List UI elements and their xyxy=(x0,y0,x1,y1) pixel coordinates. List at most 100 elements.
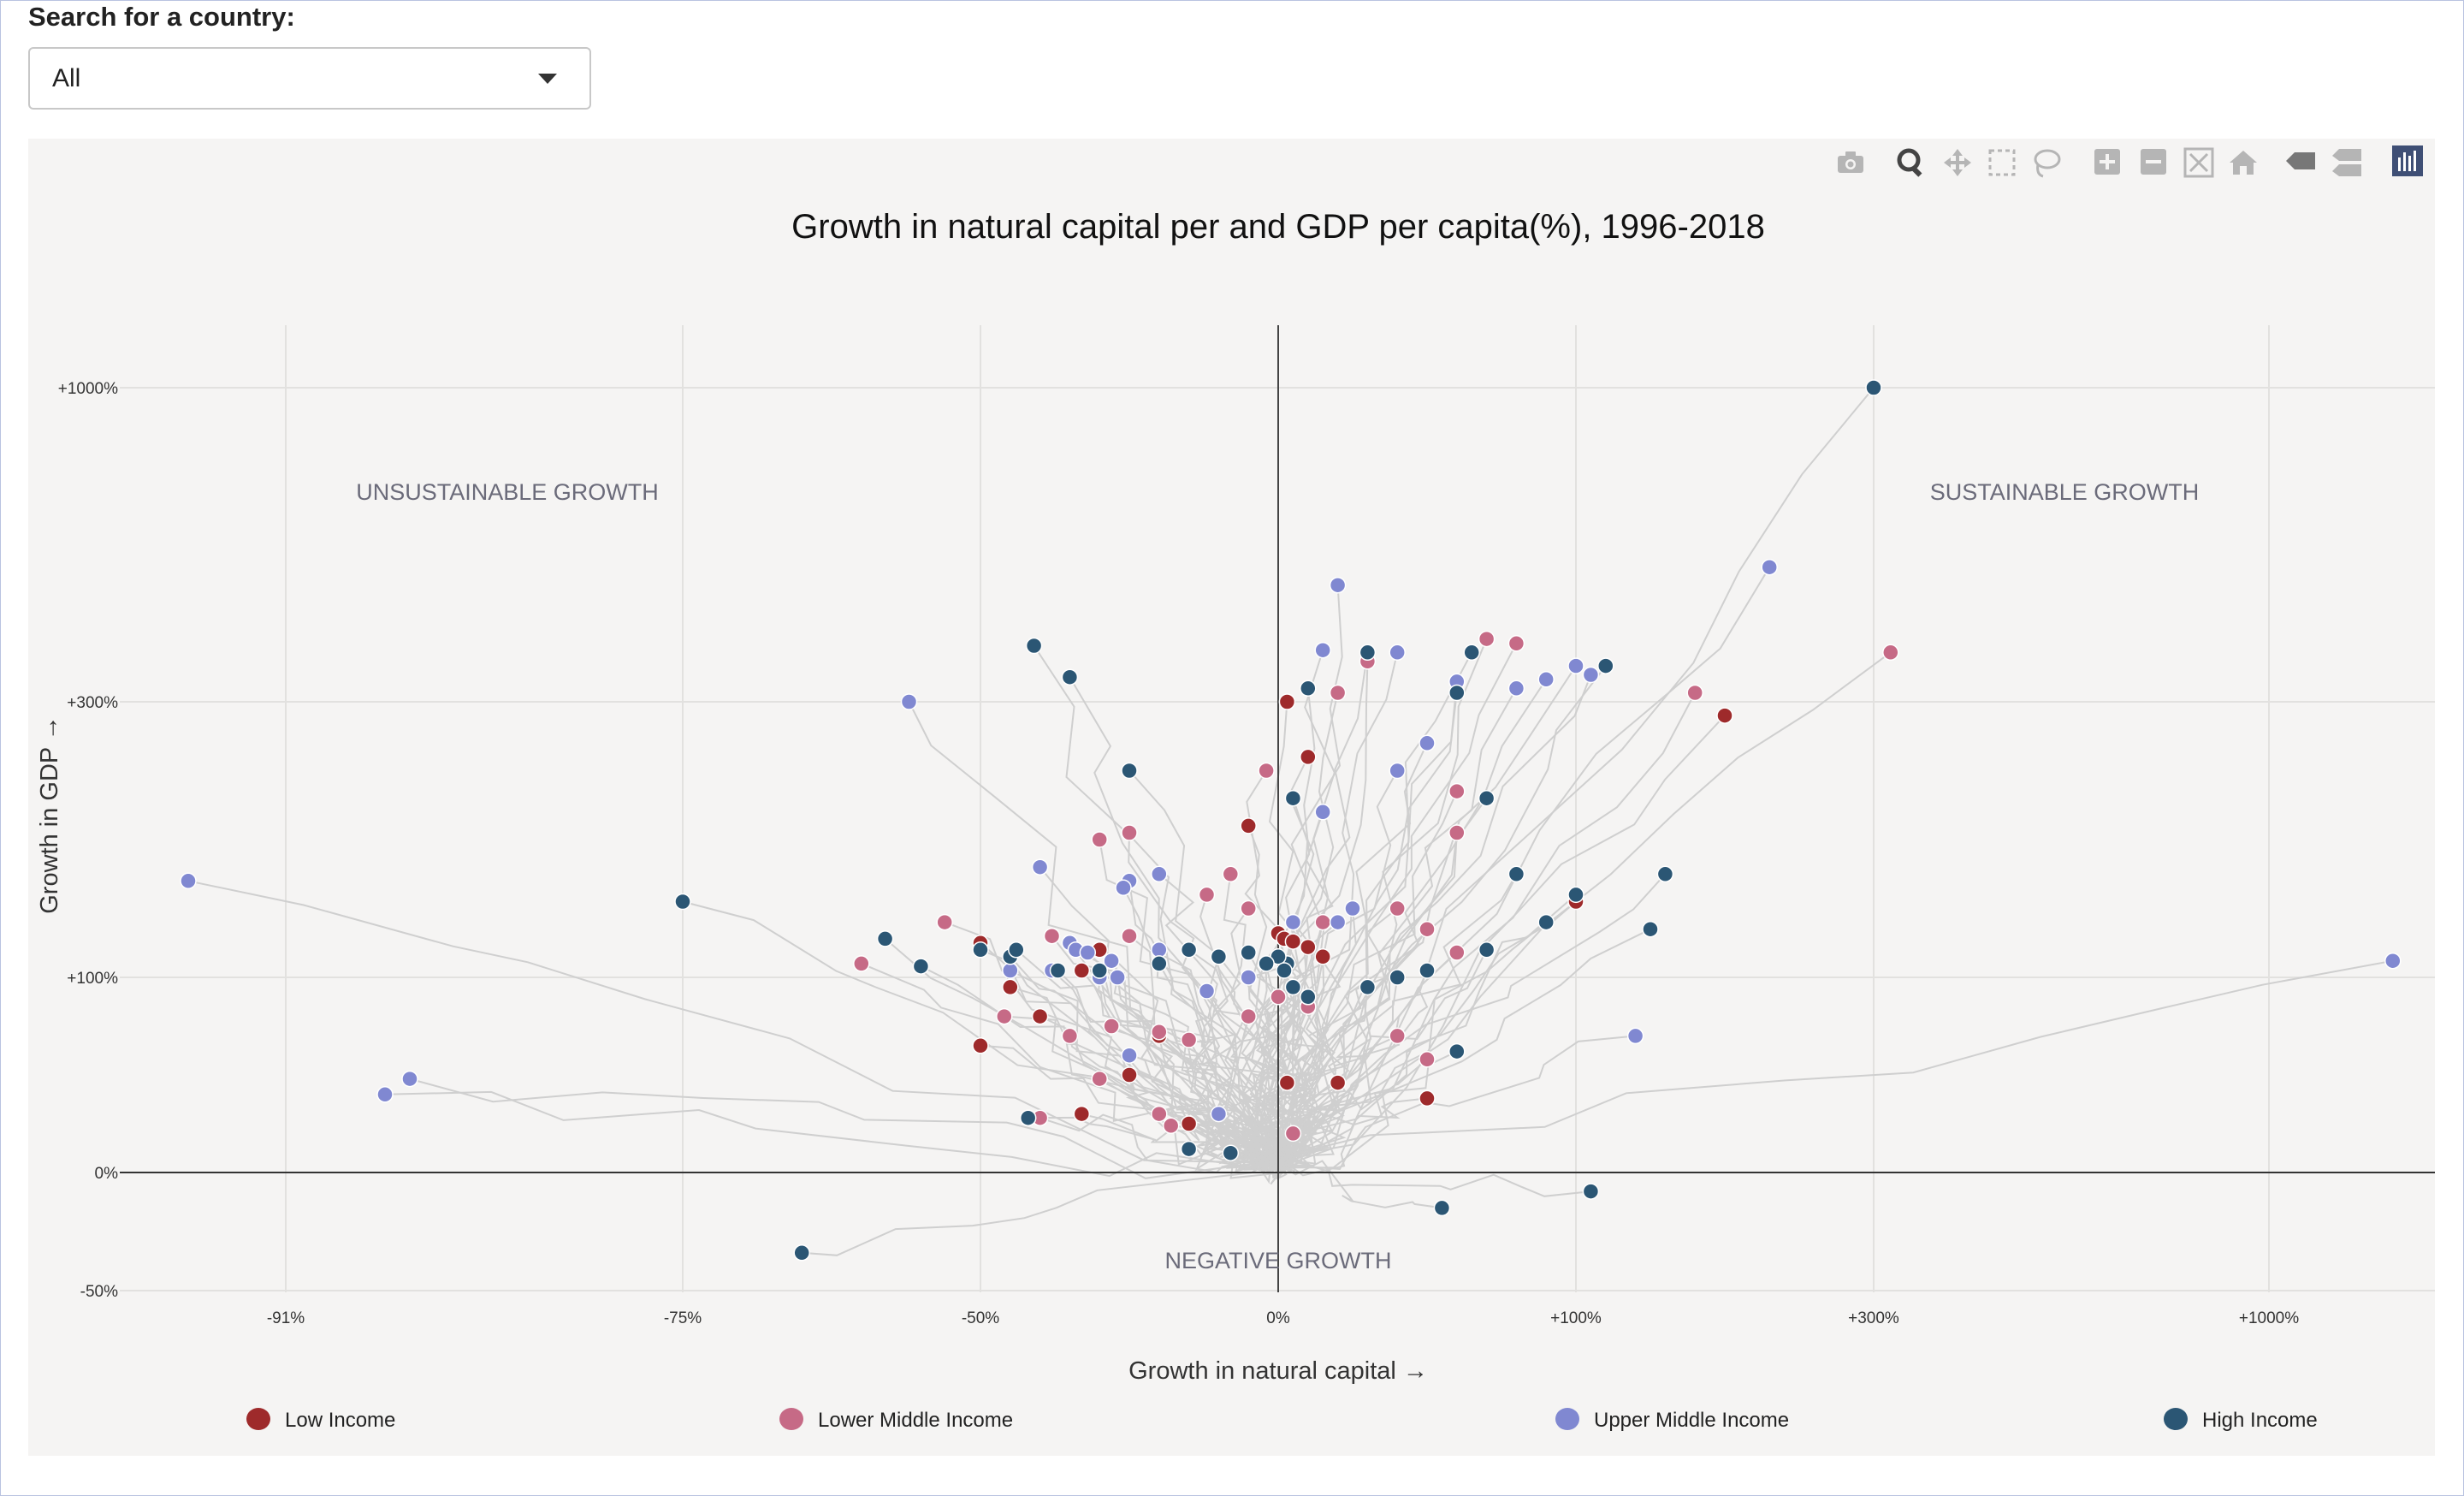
data-point[interactable] xyxy=(1284,913,1302,931)
data-point[interactable] xyxy=(972,1037,989,1054)
hover-compare-icon[interactable] xyxy=(2332,149,2361,176)
data-point[interactable] xyxy=(1433,1199,1451,1217)
data-point[interactable] xyxy=(1389,969,1406,986)
data-point[interactable] xyxy=(1091,1070,1108,1088)
data-point[interactable] xyxy=(1025,637,1043,655)
data-point[interactable] xyxy=(1008,941,1025,959)
data-point[interactable] xyxy=(1626,1027,1644,1045)
data-point[interactable] xyxy=(1419,1051,1436,1068)
legend-item[interactable]: Upper Middle Income xyxy=(1555,1408,1789,1432)
data-point[interactable] xyxy=(1278,693,1296,710)
zoom-icon[interactable] xyxy=(1897,148,1922,177)
data-point[interactable] xyxy=(1151,1105,1168,1123)
data-point[interactable] xyxy=(1151,865,1168,883)
data-point[interactable] xyxy=(1389,762,1406,780)
data-point[interactable] xyxy=(876,930,894,947)
data-point[interactable] xyxy=(1258,762,1275,780)
data-point[interactable] xyxy=(1103,952,1120,970)
data-point[interactable] xyxy=(1061,1027,1079,1045)
data-point[interactable] xyxy=(1240,899,1257,917)
data-point[interactable] xyxy=(1002,962,1019,979)
data-point[interactable] xyxy=(1329,576,1347,594)
data-point[interactable] xyxy=(1240,817,1257,834)
data-point[interactable] xyxy=(1329,684,1347,702)
data-point[interactable] xyxy=(1091,831,1108,848)
data-point[interactable] xyxy=(1300,938,1317,956)
lasso-select-icon[interactable] xyxy=(2034,149,2061,178)
data-point[interactable] xyxy=(1865,379,1882,396)
data-point[interactable] xyxy=(376,1086,394,1103)
data-point[interactable] xyxy=(1314,641,1331,659)
data-point[interactable] xyxy=(1389,1027,1406,1045)
data-point[interactable] xyxy=(674,893,691,911)
data-point[interactable] xyxy=(1240,944,1257,961)
data-point[interactable] xyxy=(1419,962,1436,979)
data-point[interactable] xyxy=(1121,762,1138,780)
data-point[interactable] xyxy=(1284,978,1302,996)
data-point[interactable] xyxy=(1537,671,1555,688)
data-point[interactable] xyxy=(1043,927,1061,945)
data-point[interactable] xyxy=(1359,978,1377,996)
data-point[interactable] xyxy=(1073,962,1091,979)
data-point[interactable] xyxy=(900,693,918,710)
data-point[interactable] xyxy=(1419,1089,1436,1107)
data-point[interactable] xyxy=(1300,748,1317,766)
plotly-logo-icon[interactable] xyxy=(2392,145,2423,176)
data-point[interactable] xyxy=(401,1070,418,1088)
data-point[interactable] xyxy=(1642,920,1659,938)
data-point[interactable] xyxy=(1284,789,1302,807)
data-point[interactable] xyxy=(1079,944,1097,961)
data-point[interactable] xyxy=(1019,1109,1037,1126)
hover-closest-icon[interactable] xyxy=(2286,152,2315,169)
data-point[interactable] xyxy=(1276,962,1293,979)
data-point[interactable] xyxy=(1478,630,1496,648)
data-point[interactable] xyxy=(1091,962,1108,979)
data-point[interactable] xyxy=(1151,1024,1168,1041)
data-point[interactable] xyxy=(1151,941,1168,959)
plot-area[interactable] xyxy=(28,139,2435,1456)
pan-icon[interactable] xyxy=(1944,149,1971,176)
data-point[interactable] xyxy=(1448,684,1466,702)
data-point[interactable] xyxy=(1507,680,1525,698)
data-point[interactable] xyxy=(1222,1144,1240,1161)
data-point[interactable] xyxy=(1314,913,1331,931)
data-point[interactable] xyxy=(1314,804,1331,821)
data-point[interactable] xyxy=(1329,913,1347,931)
data-point[interactable] xyxy=(1314,948,1331,965)
data-point[interactable] xyxy=(936,913,953,931)
data-point[interactable] xyxy=(1002,978,1019,996)
data-point[interactable] xyxy=(1109,969,1126,986)
data-point[interactable] xyxy=(1121,824,1138,841)
data-point[interactable] xyxy=(1198,886,1216,904)
data-point[interactable] xyxy=(1121,1047,1138,1064)
data-point[interactable] xyxy=(1716,707,1733,724)
country-select[interactable]: All xyxy=(28,47,591,110)
box-select-icon[interactable] xyxy=(1988,149,2016,176)
autoscale-icon[interactable] xyxy=(2183,147,2214,178)
data-point[interactable] xyxy=(1222,865,1240,883)
data-point[interactable] xyxy=(1121,927,1138,945)
zoom-out-icon[interactable] xyxy=(2141,149,2166,175)
data-point[interactable] xyxy=(1115,879,1132,897)
data-point[interactable] xyxy=(1103,1018,1120,1035)
data-point[interactable] xyxy=(1180,1140,1198,1158)
data-point[interactable] xyxy=(1284,1125,1302,1143)
data-point[interactable] xyxy=(1151,955,1168,972)
data-point[interactable] xyxy=(1686,684,1703,702)
data-point[interactable] xyxy=(1478,941,1496,959)
data-point[interactable] xyxy=(996,1007,1013,1025)
data-point[interactable] xyxy=(2384,952,2402,970)
data-point[interactable] xyxy=(1597,657,1614,674)
data-point[interactable] xyxy=(1240,969,1257,986)
data-point[interactable] xyxy=(1240,1007,1257,1025)
data-point[interactable] xyxy=(1478,789,1496,807)
data-point[interactable] xyxy=(1329,1074,1347,1091)
data-point[interactable] xyxy=(1359,644,1377,662)
data-point[interactable] xyxy=(1567,657,1584,674)
data-point[interactable] xyxy=(1761,558,1778,576)
legend-item[interactable]: High Income xyxy=(2164,1408,2318,1432)
data-point[interactable] xyxy=(1121,1066,1138,1083)
data-point[interactable] xyxy=(912,958,930,975)
data-point[interactable] xyxy=(793,1244,810,1262)
data-point[interactable] xyxy=(180,872,197,890)
